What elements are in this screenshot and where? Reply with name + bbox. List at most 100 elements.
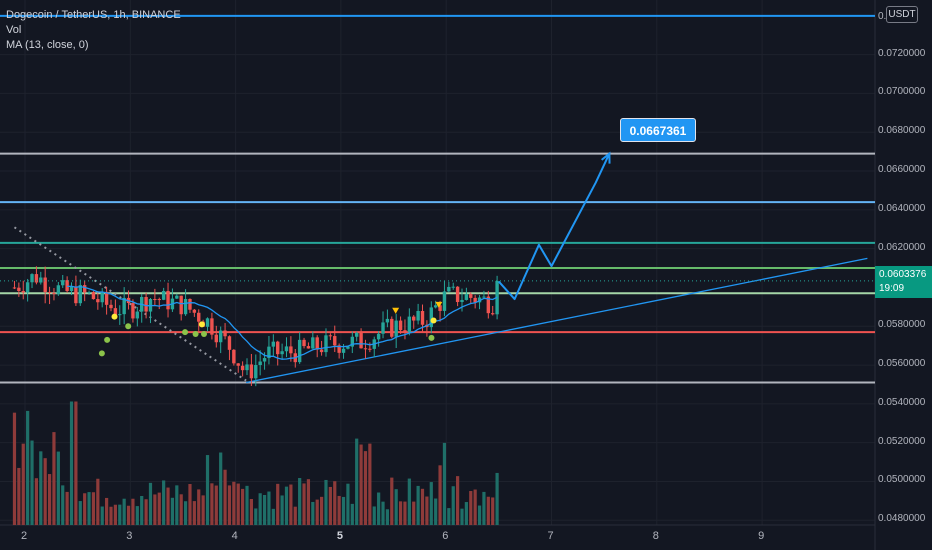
volume-bar (262, 494, 267, 525)
candle-body (337, 345, 341, 353)
candle-body (214, 334, 218, 343)
volume-bar (434, 498, 438, 525)
volume-bar (39, 451, 43, 525)
volume-bar (34, 478, 39, 525)
candle-body (175, 295, 179, 299)
candle-body (43, 277, 47, 292)
signal-triangle-marker (435, 301, 443, 308)
volume-bar (394, 489, 398, 525)
volume-bar (289, 484, 293, 525)
volume-bar (482, 491, 486, 525)
volume-bar (416, 485, 420, 525)
volume-bar (144, 499, 148, 525)
time-axis-label: 2 (21, 530, 28, 542)
time-axis-label: 9 (758, 530, 765, 542)
volume-bar (293, 506, 297, 525)
signal-dot-marker (198, 321, 205, 328)
candle-body (433, 305, 438, 308)
volume-bar (118, 504, 122, 525)
candle-body (394, 320, 398, 337)
signal-dot-marker (192, 331, 199, 338)
candle-body (166, 290, 170, 310)
legend-symbol[interactable]: Dogecoin / TetherUS, 1h, BINANCE (6, 9, 181, 21)
currency-button[interactable]: USDT (886, 6, 918, 23)
volume-bar (105, 497, 109, 525)
candle-body (385, 318, 390, 323)
volume-bar (232, 481, 236, 525)
candle-body (302, 339, 306, 347)
volume-bar (214, 485, 218, 525)
candle-body (12, 287, 17, 289)
candle-body (451, 286, 455, 288)
volume-bar (447, 508, 451, 525)
signal-dot-marker (98, 350, 105, 357)
legend-moving-average[interactable]: MA (13, close, 0) (6, 39, 89, 51)
candle-body (61, 280, 65, 286)
candle-body (131, 303, 135, 319)
volume-bar (368, 443, 372, 525)
candle-body (188, 298, 192, 310)
current-price-value: 0.0603376 (879, 269, 927, 280)
candle-body (144, 296, 148, 312)
candle-body (363, 348, 368, 350)
price-axis-label: 0.0500000 (878, 474, 926, 486)
volume-bar (372, 506, 376, 525)
candle-body (245, 364, 249, 371)
volume-bar (192, 501, 196, 525)
candle-body (113, 308, 118, 315)
candle-body (39, 277, 43, 283)
legend-volume[interactable]: Vol (6, 24, 22, 36)
volume-bar (442, 442, 447, 525)
candle-body (91, 292, 96, 300)
candle-body (438, 305, 442, 311)
candle-body (306, 346, 311, 349)
candle-body (350, 336, 355, 347)
candle-body (460, 299, 464, 303)
candle-body (381, 322, 385, 334)
candle-body (359, 332, 363, 349)
volume-bar (96, 478, 100, 525)
volume-bar (333, 481, 337, 525)
volume-bar (381, 501, 385, 525)
price-axis-label: 0.0580000 (878, 319, 926, 331)
volume-bar (407, 478, 411, 525)
candle-body (197, 312, 201, 322)
price-axis-label: 0.0480000 (878, 513, 926, 525)
candle-body (65, 280, 69, 292)
candle-body (218, 330, 223, 343)
volume-bar (69, 401, 74, 525)
signal-dot-marker (182, 329, 189, 336)
candle-body (254, 365, 258, 379)
time-axis-label: 6 (442, 530, 449, 542)
candle-body (407, 316, 412, 333)
candle-body (442, 291, 447, 311)
volume-bar (346, 483, 350, 525)
volume-bar (12, 412, 17, 525)
candle-body (333, 336, 337, 346)
volume-bar (65, 491, 69, 525)
candle-body (289, 346, 293, 354)
volume-bar (328, 486, 332, 525)
volume-bar (52, 432, 56, 525)
candle-body (104, 291, 109, 305)
candle-body (249, 364, 254, 379)
volume-bar (241, 488, 245, 525)
volume-bar (377, 492, 381, 525)
candle-body (34, 274, 39, 283)
volume-bar (197, 489, 201, 525)
time-axis-label: 8 (652, 530, 659, 542)
volume-bar (166, 487, 170, 525)
candle-body (258, 361, 262, 366)
volume-bar (324, 479, 328, 525)
volume-bar (21, 443, 25, 525)
volume-bar (140, 495, 144, 525)
signal-dot-marker (430, 317, 437, 324)
projection-arrowhead (601, 151, 611, 164)
volume-bar (56, 451, 60, 525)
target-price-callout[interactable]: 0.0667361 (620, 118, 696, 142)
signal-dot-marker (428, 334, 435, 341)
price-axis-top-label: 0.0 (878, 11, 892, 22)
volume-bar (385, 509, 390, 525)
